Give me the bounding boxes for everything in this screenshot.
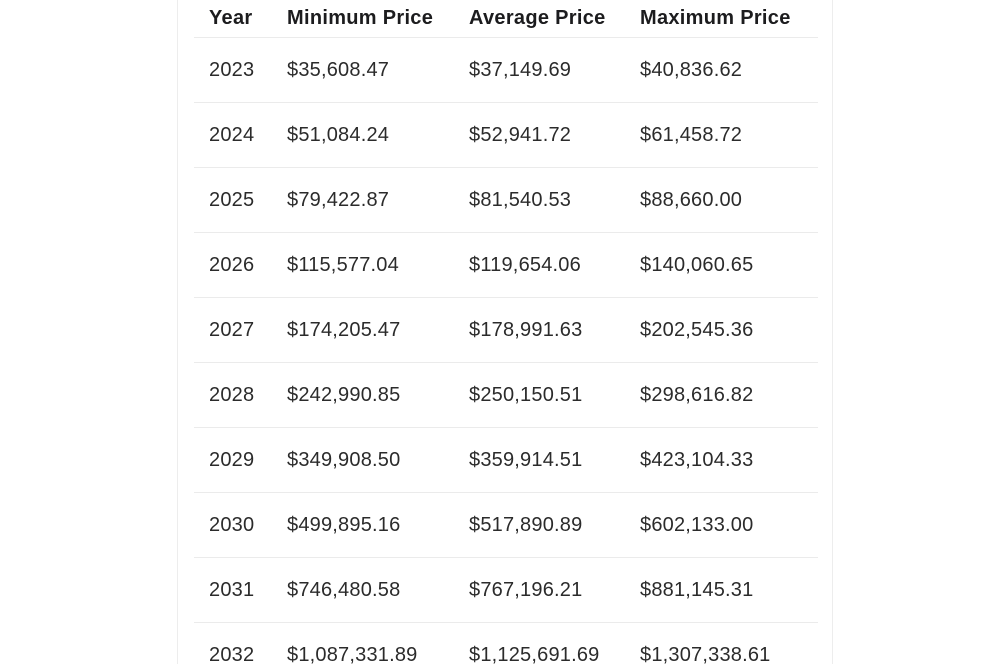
maximum-price-cell: $61,458.72 xyxy=(640,102,818,168)
maximum-price-cell: $881,145.31 xyxy=(640,557,818,623)
header-minimum-price: Minimum Price xyxy=(287,0,469,38)
maximum-price-cell: $40,836.62 xyxy=(640,37,818,103)
year-cell: 2029 xyxy=(194,427,287,493)
table-row: 2028 $242,990.85 $250,150.51 $298,616.82 xyxy=(194,362,818,428)
average-price-cell: $81,540.53 xyxy=(469,167,640,233)
average-price-cell: $52,941.72 xyxy=(469,102,640,168)
maximum-price-cell: $423,104.33 xyxy=(640,427,818,493)
average-price-cell: $37,149.69 xyxy=(469,37,640,103)
table-row: 2031 $746,480.58 $767,196.21 $881,145.31 xyxy=(194,557,818,623)
maximum-price-cell: $202,545.36 xyxy=(640,297,818,363)
table-row: 2029 $349,908.50 $359,914.51 $423,104.33 xyxy=(194,427,818,493)
table-row: 2032 $1,087,331.89 $1,125,691.69 $1,307,338… xyxy=(194,622,818,664)
minimum-price-cell: $79,422.87 xyxy=(287,167,469,233)
table-row: 2024 $51,084.24 $52,941.72 $61,458.72 xyxy=(194,102,818,168)
header-maximum-price: Maximum Price xyxy=(640,0,818,38)
minimum-price-cell: $349,908.50 xyxy=(287,427,469,493)
average-price-cell: $517,890.89 xyxy=(469,492,640,558)
average-price-cell: $767,196.21 xyxy=(469,557,640,623)
table-body: 2023 $35,608.47 $37,149.69 $40,836.62 2024 $5… xyxy=(194,37,818,664)
year-cell: 2024 xyxy=(194,102,287,168)
header-average-price: Average Price xyxy=(469,0,640,38)
table-row: 2027 $174,205.47 $178,991.63 $202,545.36 xyxy=(194,297,818,363)
maximum-price-cell: $1,307,338.61 xyxy=(640,622,818,664)
minimum-price-cell: $746,480.58 xyxy=(287,557,469,623)
year-cell: 2026 xyxy=(194,232,287,298)
year-cell: 2032 xyxy=(194,622,287,664)
table-row: 2030 $499,895.16 $517,890.89 $602,133.00 xyxy=(194,492,818,558)
average-price-cell: $119,654.06 xyxy=(469,232,640,298)
maximum-price-cell: $88,660.00 xyxy=(640,167,818,233)
header-year: Year xyxy=(194,0,287,38)
year-cell: 2025 xyxy=(194,167,287,233)
table-header-row: Year Minimum Price Average Price Maximum… xyxy=(194,0,818,38)
average-price-cell: $178,991.63 xyxy=(469,297,640,363)
maximum-price-cell: $140,060.65 xyxy=(640,232,818,298)
minimum-price-cell: $35,608.47 xyxy=(287,37,469,103)
minimum-price-cell: $499,895.16 xyxy=(287,492,469,558)
table-row: 2026 $115,577.04 $119,654.06 $140,060.65 xyxy=(194,232,818,298)
minimum-price-cell: $51,084.24 xyxy=(287,102,469,168)
price-table-card: Year Minimum Price Average Price Maximum… xyxy=(177,0,833,664)
maximum-price-cell: $602,133.00 xyxy=(640,492,818,558)
minimum-price-cell: $242,990.85 xyxy=(287,362,469,428)
year-cell: 2023 xyxy=(194,37,287,103)
table-row: 2025 $79,422.87 $81,540.53 $88,660.00 xyxy=(194,167,818,233)
year-cell: 2030 xyxy=(194,492,287,558)
maximum-price-cell: $298,616.82 xyxy=(640,362,818,428)
average-price-cell: $250,150.51 xyxy=(469,362,640,428)
minimum-price-cell: $1,087,331.89 xyxy=(287,622,469,664)
year-cell: 2027 xyxy=(194,297,287,363)
year-cell: 2028 xyxy=(194,362,287,428)
average-price-cell: $359,914.51 xyxy=(469,427,640,493)
year-cell: 2031 xyxy=(194,557,287,623)
average-price-cell: $1,125,691.69 xyxy=(469,622,640,664)
minimum-price-cell: $115,577.04 xyxy=(287,232,469,298)
price-prediction-table: Year Minimum Price Average Price Maximum… xyxy=(194,0,818,664)
minimum-price-cell: $174,205.47 xyxy=(287,297,469,363)
table-row: 2023 $35,608.47 $37,149.69 $40,836.62 xyxy=(194,37,818,103)
